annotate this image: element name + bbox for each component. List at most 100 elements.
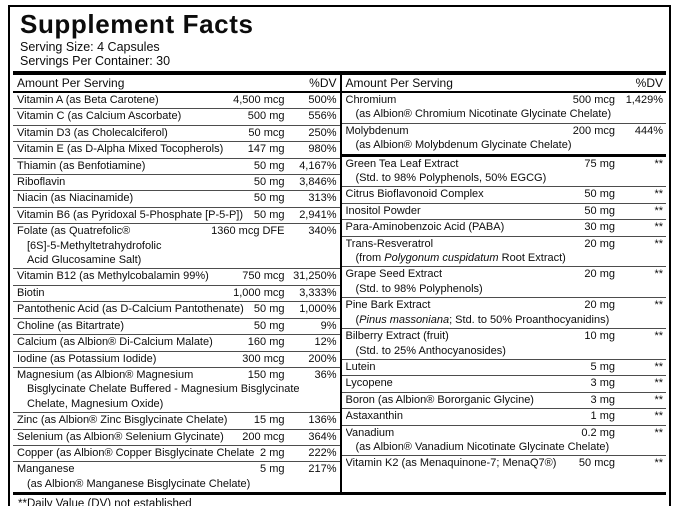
- nutrient-row: Zinc (as Albion® Zinc Bisglycinate Chela…: [13, 412, 340, 428]
- nutrient-dv: 556%: [308, 110, 337, 123]
- nutrient-name: Vitamin B12 (as Methylcobalamin 99%): [17, 270, 209, 283]
- nutrient-dv: 136%: [308, 414, 337, 427]
- nutrient-amount: 50 mcg: [578, 457, 615, 470]
- right-column: Amount Per Serving %DV Chromium 500 mcg 1,…: [339, 75, 666, 493]
- nutrient-amount: 1,000 mcg: [233, 286, 285, 299]
- nutrient-dv: 980%: [308, 143, 337, 156]
- nutrient-row-main: Inositol Powder 50 mg **: [346, 204, 664, 218]
- nutrient-dv: **: [654, 188, 663, 201]
- nutrient-dv: **: [654, 268, 663, 281]
- nutrient-detail-text: Acid Glucosamine Salt): [27, 254, 142, 267]
- nutrient-columns: Amount Per Serving %DV Vitamin A (as Bet…: [13, 75, 666, 496]
- nutrient-name: Pantothenic Acid (as D-Calcium Pantothen…: [17, 303, 244, 316]
- nutrient-name: Biotin: [17, 286, 45, 299]
- nutrient-row: Lycopene 3 mg **: [341, 375, 666, 391]
- nutrient-amount: 3 mg: [590, 393, 615, 406]
- amount-per-serving-header: Amount Per Serving: [345, 76, 453, 90]
- nutrient-dv: 364%: [308, 430, 337, 443]
- nutrient-row-main: Citrus Bioflavonoid Complex 50 mg **: [346, 187, 664, 201]
- nutrient-amount: 750 mcg: [242, 270, 285, 283]
- nutrient-dv: **: [654, 410, 663, 423]
- nutrient-row: Manganese 5 mg 217% (as Albion® Manganese B…: [13, 461, 340, 492]
- nutrient-dv: 3,846%: [299, 176, 337, 189]
- nutrient-dv: 250%: [308, 126, 337, 139]
- left-column: Amount Per Serving %DV Vitamin A (as Bet…: [13, 75, 340, 492]
- nutrient-dv: **: [654, 204, 663, 217]
- nutrient-name: Vitamin B6 (as Pyridoxal 5-Phosphate [P-…: [17, 208, 244, 221]
- nutrient-row: Vitamin A (as Beta Carotene) 4,500 mcg 500…: [13, 93, 340, 108]
- nutrient-amount: 200 mcg: [242, 430, 285, 443]
- nutrient-detail-line: Bisglycinate Chelate Buffered - Magnesiu…: [17, 382, 337, 396]
- nutrient-dv: 444%: [634, 124, 663, 137]
- nutrient-name: Selenium (as Albion® Selenium Glycinate): [17, 430, 224, 443]
- nutrient-row-main: Molybdenum 200 mcg 444%: [346, 124, 664, 138]
- left-column-header: Amount Per Serving %DV: [13, 75, 340, 93]
- nutrient-row: Iodine (as Potassium Iodide) 300 mcg 200%: [13, 350, 340, 367]
- nutrient-row: Magnesium (as Albion® Magnesium 150 mg 36%…: [13, 366, 340, 412]
- nutrient-row-main: Copper (as Albion® Copper Bisglycinate C…: [17, 446, 337, 460]
- nutrient-row-main: Selenium (as Albion® Selenium Glycinate)…: [17, 430, 337, 444]
- nutrient-row: Folate (as Quatrefolic® 1360 mcg DFE 340% […: [13, 223, 340, 268]
- nutrient-row: Green Tea Leaf Extract 75 mg ** (Std. to 98…: [341, 153, 666, 187]
- nutrient-dv: 12%: [314, 336, 337, 349]
- nutrient-row-main: Bilberry Extract (fruit) 10 mg **: [346, 329, 664, 343]
- nutrient-row-main: Thiamin (as Benfotiamine) 50 mg 4,167%: [17, 159, 337, 173]
- nutrient-dv: 313%: [308, 192, 337, 205]
- nutrient-dv: 500%: [308, 94, 337, 106]
- nutrient-detail-text: (as Albion® Chromium Nicotinate Glycinat…: [355, 108, 612, 121]
- nutrient-row: Calcium (as Albion® Di-Calcium Malate) 16…: [13, 334, 340, 350]
- nutrient-amount: 30 mg: [584, 221, 615, 234]
- nutrient-amount: 5 mg: [590, 360, 615, 373]
- nutrient-row-main: Para-Aminobenzoic Acid (PABA) 30 mg **: [346, 220, 664, 234]
- nutrient-row: Pantothenic Acid (as D-Calcium Pantothen…: [13, 301, 340, 317]
- nutrient-amount: 3 mg: [590, 377, 615, 390]
- nutrient-name: Molybdenum: [345, 124, 409, 137]
- nutrient-name: Riboflavin: [17, 176, 66, 189]
- nutrient-row: Vitamin B6 (as Pyridoxal 5-Phosphate [P-…: [13, 206, 340, 223]
- nutrient-name: Grape Seed Extract: [345, 268, 443, 281]
- nutrient-amount: 50 mg: [253, 208, 285, 221]
- nutrient-detail-text: (from: [355, 252, 385, 265]
- nutrient-row: Bilberry Extract (fruit) 10 mg ** (Std. to …: [341, 328, 666, 359]
- nutrient-row: Lutein 5 mg **: [341, 358, 666, 375]
- nutrient-name: Vitamin A (as Beta Carotene): [17, 94, 159, 106]
- nutrient-dv: 222%: [308, 446, 337, 459]
- nutrient-row-main: Pantothenic Acid (as D-Calcium Pantothen…: [17, 302, 337, 316]
- nutrient-name: Chromium: [345, 94, 397, 106]
- supplement-facts-panel: Supplement Facts Serving Size: 4 Capsule…: [8, 5, 671, 506]
- nutrient-row-main: Magnesium (as Albion® Magnesium 150 mg 36%: [17, 368, 337, 382]
- nutrient-detail-text: (Std. to 98% Polyphenols): [355, 282, 483, 295]
- nutrient-row-main: Biotin 1,000 mcg 3,333%: [17, 286, 337, 300]
- nutrient-row: Vitamin E (as D-Alpha Mixed Tocopherols)…: [13, 141, 340, 157]
- nutrient-amount: 147 mg: [247, 143, 285, 156]
- dv-header: %DV: [309, 76, 337, 90]
- nutrient-amount: 50 mg: [253, 159, 285, 172]
- nutrient-name: Vitamin E (as D-Alpha Mixed Tocopherols): [17, 143, 224, 156]
- nutrient-dv: 2,941%: [299, 208, 337, 221]
- nutrient-row: Grape Seed Extract 20 mg ** (Std. to 98% Po…: [341, 266, 666, 297]
- nutrient-name: Niacin (as Niacinamide): [17, 192, 134, 205]
- nutrient-row-main: Riboflavin 50 mg 3,846%: [17, 175, 337, 189]
- nutrient-dv: **: [654, 237, 663, 250]
- nutrient-name: Vitamin K2 (as Menaquinone-7; MenaQ7®): [345, 457, 557, 470]
- nutrient-name: Citrus Bioflavonoid Complex: [345, 188, 484, 201]
- nutrient-row-main: Vitamin E (as D-Alpha Mixed Tocopherols)…: [17, 142, 337, 156]
- nutrient-dv: **: [654, 221, 663, 234]
- nutrient-name: Choline (as Bitartrate): [17, 319, 124, 332]
- nutrient-row-main: Vitamin A (as Beta Carotene) 4,500 mcg 500…: [17, 93, 337, 107]
- nutrient-amount: 10 mg: [584, 330, 615, 343]
- nutrient-name: Astaxanthin: [345, 410, 403, 423]
- nutrient-row: Pine Bark Extract 20 mg ** (Pinus massonian…: [341, 297, 666, 328]
- nutrient-detail-line: Acid Glucosamine Salt): [17, 253, 337, 267]
- nutrient-detail-text: Chelate, Magnesium Oxide): [27, 397, 164, 410]
- nutrient-amount: 200 mcg: [572, 124, 615, 137]
- nutrient-dv: **: [654, 393, 663, 406]
- nutrient-detail-text: [6S]-5-Methyltetrahydrofolic: [27, 239, 162, 252]
- nutrient-detail-line: Chelate, Magnesium Oxide): [17, 397, 337, 411]
- nutrient-detail-line: (Std. to 25% Anthocyanosides): [346, 344, 664, 358]
- nutrient-row: Astaxanthin 1 mg **: [341, 408, 666, 424]
- nutrient-row: Vitamin C (as Calcium Ascorbate) 500 mg 55…: [13, 108, 340, 124]
- nutrient-amount: 50 mg: [253, 192, 285, 205]
- nutrient-row-main: Niacin (as Niacinamide) 50 mg 313%: [17, 191, 337, 205]
